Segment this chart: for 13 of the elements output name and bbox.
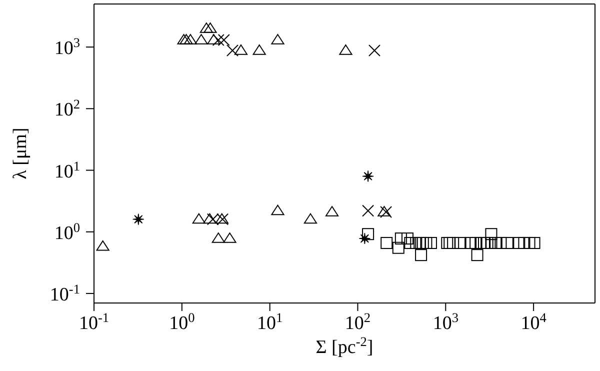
x-tick-label: 10$^{0}$ xyxy=(169,310,196,334)
x-tick-label: 10$^{3}$ xyxy=(432,310,459,334)
x-tick-label: 10$^{2}$ xyxy=(344,310,371,334)
y-tick-label: 10$^{3}$ xyxy=(54,34,80,60)
x-tick-label: 10$^{1}$ xyxy=(256,310,283,334)
y-tick-label: 10$^{0}$ xyxy=(54,219,80,244)
x-tick-label: 10$^{-1}$ xyxy=(78,310,110,334)
x-tick-label: 10$^{4}$ xyxy=(520,310,547,334)
y-tick-label: 10$^{-1}$ xyxy=(50,280,80,306)
x-axis-title: Σ [pc$^{-2}$] xyxy=(316,334,374,358)
y-axis-title: λ [μm] xyxy=(10,128,31,180)
y-tick-label: 10$^{2}$ xyxy=(54,96,80,121)
y-tick-label: 10$^{1}$ xyxy=(54,158,80,182)
